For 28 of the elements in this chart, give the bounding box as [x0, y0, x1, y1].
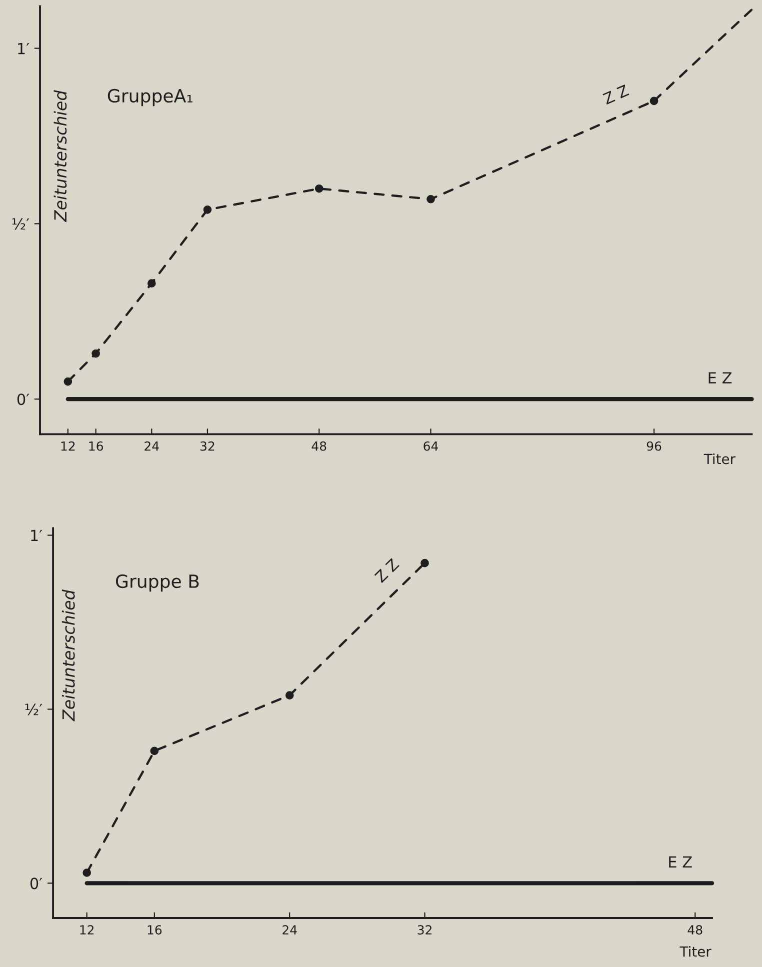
x-tick-label: 12 [61, 441, 75, 451]
x-tick-label: 32 [418, 925, 432, 935]
text: Gruppe B [116, 574, 199, 592]
x-axis-title: Titer [680, 946, 712, 957]
y-tick-label: 0′ [17, 394, 30, 406]
series-label: E Z [669, 856, 692, 868]
x-axis-title: Titer [704, 453, 736, 464]
y-tick-label: 0′ [30, 878, 42, 890]
x-tick-label: 24 [282, 925, 297, 934]
x-tick-label: 96 [646, 441, 662, 451]
text: Z Z [374, 558, 400, 584]
x-tick-label: 32 [200, 441, 214, 451]
y-tick-label: ½′ [12, 218, 30, 230]
x-tick-label: 48 [312, 441, 326, 451]
x-tick-label: 24 [144, 441, 159, 451]
y-axis-title: Zeitunterschied [62, 590, 75, 722]
y-tick-label: 1′ [31, 530, 42, 542]
y-axis-title: Zeitunterschied [54, 90, 67, 222]
y-tick-label: ½′ [25, 704, 42, 716]
text: GruppeA₁ [108, 88, 192, 106]
series-label: E Z [708, 372, 732, 384]
text: Z Z [602, 84, 630, 104]
x-tick-label: 16 [148, 925, 162, 935]
x-tick-label: 48 [688, 925, 702, 935]
x-tick-label: 64 [424, 441, 438, 451]
x-tick-label: 16 [89, 441, 103, 451]
x-tick-label: 12 [80, 925, 94, 934]
y-tick-label: 1′ [18, 42, 30, 54]
